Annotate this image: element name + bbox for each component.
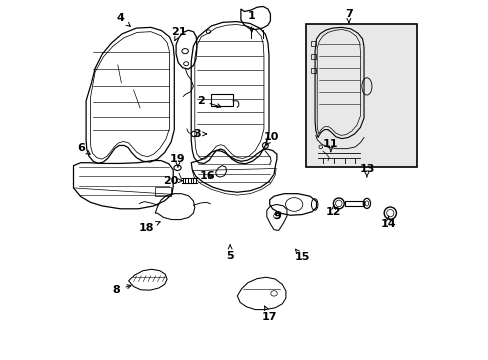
Bar	[310, 41, 316, 46]
Text: 5: 5	[226, 245, 233, 261]
Bar	[211, 94, 232, 106]
Text: 7: 7	[345, 9, 352, 23]
Text: 10: 10	[263, 132, 279, 145]
Text: 14: 14	[380, 216, 395, 229]
Text: 18: 18	[139, 221, 160, 233]
Text: 17: 17	[262, 306, 277, 322]
Bar	[310, 54, 316, 59]
Bar	[310, 68, 316, 73]
Text: 8: 8	[113, 285, 131, 295]
Text: 2: 2	[196, 96, 221, 108]
Text: 20: 20	[163, 176, 182, 186]
Text: 15: 15	[294, 249, 309, 262]
Text: 6: 6	[77, 143, 90, 154]
Text: 4: 4	[116, 13, 130, 26]
Text: 11: 11	[323, 139, 338, 152]
Bar	[154, 187, 170, 196]
Text: 13: 13	[359, 164, 374, 177]
Text: 1: 1	[247, 11, 255, 32]
Text: 9: 9	[272, 211, 280, 221]
Text: 21: 21	[171, 27, 186, 41]
Bar	[344, 201, 364, 206]
Bar	[306, 24, 416, 167]
Text: 16: 16	[200, 171, 215, 181]
Text: 3: 3	[193, 129, 206, 139]
Text: 19: 19	[170, 154, 185, 167]
Text: 12: 12	[325, 204, 341, 217]
